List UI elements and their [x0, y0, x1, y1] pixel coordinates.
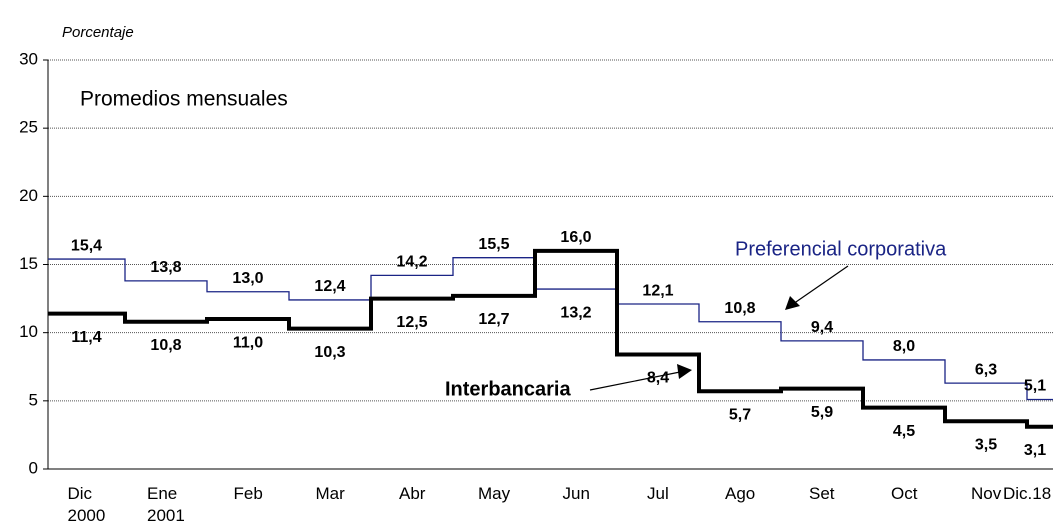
arrow — [792, 265, 849, 305]
data-label: 10,8 — [150, 337, 181, 354]
data-label: 13,8 — [150, 259, 181, 276]
y-tick-label: 25 — [19, 118, 38, 137]
data-label: 9,4 — [811, 319, 833, 336]
y-tick-label: 30 — [19, 49, 38, 68]
data-label: 3,1 — [1024, 442, 1046, 459]
x-tick-label: Feb — [233, 484, 263, 503]
data-label: 4,5 — [893, 423, 915, 440]
y-tick-label: 5 — [29, 390, 38, 409]
data-label: 8,4 — [647, 370, 669, 387]
data-label: 6,3 — [975, 361, 997, 378]
x-tick-label: Ene 2001 — [147, 484, 185, 525]
data-label: 5,7 — [729, 407, 751, 424]
y-tick-label: 20 — [19, 186, 38, 205]
data-label: 14,2 — [396, 254, 427, 271]
x-tick-label: Mar — [315, 484, 345, 503]
data-label: 15,4 — [71, 237, 102, 254]
data-label: 10,3 — [314, 344, 345, 361]
data-label: 11,0 — [233, 334, 263, 351]
x-tick-label: Abr — [399, 484, 426, 503]
axis-unit: Porcentaje — [62, 24, 134, 41]
y-tick-label: 10 — [19, 322, 38, 341]
chart-title: Promedios mensuales — [80, 88, 288, 111]
data-label: 13,0 — [232, 270, 263, 287]
arrow-head — [677, 364, 692, 379]
series-line — [48, 248, 1053, 429]
data-label: 5,9 — [811, 404, 833, 421]
x-tick-label: Nov — [971, 484, 1002, 503]
data-label: 11,4 — [71, 329, 101, 346]
x-tick-label: Dic.18 — [1003, 484, 1052, 503]
data-label: 13,2 — [560, 304, 591, 321]
x-tick-label: May — [478, 484, 511, 503]
x-tick-label: Dic 2000 — [67, 484, 106, 525]
y-tick-label: 0 — [29, 458, 38, 477]
data-label: 12,5 — [396, 314, 427, 331]
data-label: 8,0 — [893, 338, 915, 355]
arrow — [589, 371, 681, 391]
data-label: 16,0 — [560, 229, 591, 246]
x-tick-label: Ago — [725, 484, 756, 503]
x-tick-label: Jul — [647, 484, 669, 503]
data-label: 12,1 — [642, 282, 673, 299]
series-line — [48, 257, 1053, 401]
x-tick-label: Oct — [891, 484, 918, 503]
data-label: 12,4 — [314, 278, 345, 295]
data-label: 12,7 — [478, 311, 509, 328]
data-label: 15,5 — [478, 236, 509, 253]
y-tick-label: 15 — [19, 254, 38, 273]
x-tick-label: Jun — [562, 484, 590, 503]
x-tick-label: Set — [809, 484, 835, 503]
data-label: 3,5 — [975, 437, 997, 454]
series-label: Preferencial corporativa — [735, 238, 947, 260]
data-label: 5,1 — [1024, 378, 1046, 395]
series-label: Interbancaria — [445, 378, 571, 400]
arrow-head — [785, 296, 800, 310]
data-label: 10,8 — [724, 300, 755, 317]
